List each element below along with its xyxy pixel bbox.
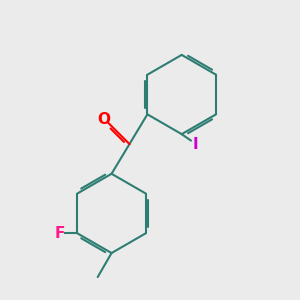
Text: O: O: [97, 112, 110, 128]
Text: F: F: [54, 226, 64, 241]
Text: I: I: [193, 136, 198, 152]
